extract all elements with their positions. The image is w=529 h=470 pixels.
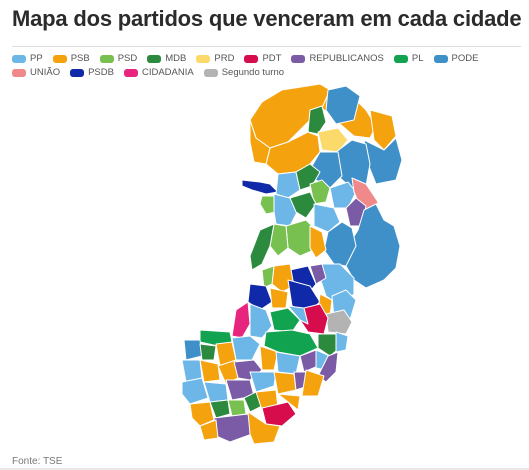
municipality-region[interactable]: [263, 329, 319, 357]
legend-label: PDT: [262, 53, 282, 64]
legend-item-segundo-turno: Segundo turno: [203, 67, 285, 79]
legend-item-pdt: PDT: [244, 53, 281, 65]
municipality-region[interactable]: [247, 411, 281, 445]
legend-item-prd: PRD: [196, 53, 234, 65]
legend-label: PSD: [117, 53, 138, 64]
municipality-region[interactable]: [329, 181, 357, 209]
municipality-region[interactable]: [309, 263, 327, 285]
legend-item-uniao: UNIÃO: [12, 67, 60, 79]
municipality-region[interactable]: [275, 351, 301, 375]
legend-swatch: [52, 55, 67, 63]
municipality-region[interactable]: [259, 195, 277, 215]
legend-item-psd: PSD: [99, 53, 138, 65]
municipality-region[interactable]: [277, 393, 301, 411]
municipality-region[interactable]: [249, 371, 277, 393]
municipality-region[interactable]: [249, 119, 271, 165]
municipality-region[interactable]: [261, 401, 297, 427]
municipality-region[interactable]: [307, 105, 327, 135]
legend-swatch: [99, 55, 114, 63]
municipalities-map: [181, 83, 403, 445]
municipality-region[interactable]: [209, 399, 231, 419]
municipality-region[interactable]: [249, 83, 331, 149]
legend-swatch: [70, 69, 85, 77]
legend-swatch: [244, 55, 259, 63]
legend-label: PL: [411, 53, 424, 64]
municipality-region[interactable]: [181, 377, 209, 405]
municipality-region[interactable]: [227, 399, 247, 417]
municipality-region[interactable]: [317, 127, 349, 153]
legend-item-republicanos: REPUBLICANOS: [291, 53, 384, 65]
legend-item-psdb: PSDB: [70, 67, 114, 79]
map-title: Mapa dos partidos que venceram em cada c…: [12, 6, 522, 31]
legend-swatch: [433, 55, 448, 63]
legend-item-pp: PP: [12, 53, 43, 65]
municipality-region[interactable]: [313, 203, 341, 233]
legend-swatch: [12, 69, 26, 77]
party-legend: PP PSB PSD MDB PRD PDT REPUBLICANOS PL P…: [12, 53, 517, 79]
legend-label: PP: [30, 53, 43, 64]
municipality-region[interactable]: [241, 179, 279, 195]
municipality-region[interactable]: [231, 335, 261, 361]
municipality-region[interactable]: [203, 381, 229, 403]
municipality-region[interactable]: [295, 163, 321, 191]
municipality-region[interactable]: [183, 339, 203, 361]
legend-label: UNIÃO: [30, 67, 61, 78]
legend-label: PRD: [214, 53, 235, 64]
legend-label: MDB: [165, 53, 187, 64]
legend-item-pode: PODE: [433, 53, 479, 65]
municipality-region[interactable]: [369, 109, 397, 151]
municipality-region[interactable]: [199, 343, 217, 361]
municipality-region[interactable]: [269, 307, 301, 333]
legend-swatch: [291, 55, 306, 63]
legend-label: CIDADANIA: [141, 67, 194, 78]
municipality-region[interactable]: [199, 359, 221, 383]
municipality-region[interactable]: [213, 413, 253, 443]
municipality-region[interactable]: [325, 309, 353, 335]
legend-item-psb: PSB: [52, 53, 90, 65]
municipality-region[interactable]: [325, 85, 361, 125]
legend-item-mdb: MDB: [147, 53, 186, 65]
legend-label: REPUBLICANOS: [309, 53, 384, 64]
legend-swatch: [203, 69, 218, 77]
legend-label: Segundo turno: [221, 67, 285, 78]
municipality-region[interactable]: [335, 331, 349, 353]
municipality-region[interactable]: [231, 301, 251, 339]
municipality-region[interactable]: [247, 283, 273, 311]
legend-swatch: [393, 55, 408, 63]
municipality-region[interactable]: [259, 345, 279, 371]
municipality-region[interactable]: [269, 287, 289, 309]
legend-item-cidadania: CIDADANIA: [123, 67, 194, 79]
legend-swatch: [196, 55, 211, 63]
legend-label: PODE: [451, 53, 479, 64]
municipality-region[interactable]: [261, 265, 275, 289]
municipality-region[interactable]: [323, 221, 357, 267]
municipality-region[interactable]: [317, 351, 339, 383]
municipality-region[interactable]: [273, 371, 297, 395]
legend-item-pl: PL: [393, 53, 424, 65]
source-note: Fonte: TSE: [12, 456, 63, 467]
municipality-region[interactable]: [289, 191, 317, 219]
municipality-region[interactable]: [335, 139, 371, 191]
municipality-region[interactable]: [275, 171, 301, 199]
legend-label: PSDB: [88, 67, 114, 78]
municipality-region[interactable]: [199, 419, 219, 441]
legend-swatch: [12, 55, 26, 63]
title-divider: [12, 46, 521, 47]
municipality-region[interactable]: [309, 225, 327, 259]
legend-label: PSB: [70, 53, 90, 64]
legend-swatch: [123, 69, 138, 77]
footer-divider: [0, 468, 529, 470]
municipality-region[interactable]: [301, 369, 325, 397]
municipality-region[interactable]: [249, 223, 275, 271]
legend-swatch: [147, 55, 162, 63]
municipality-region[interactable]: [287, 305, 309, 325]
